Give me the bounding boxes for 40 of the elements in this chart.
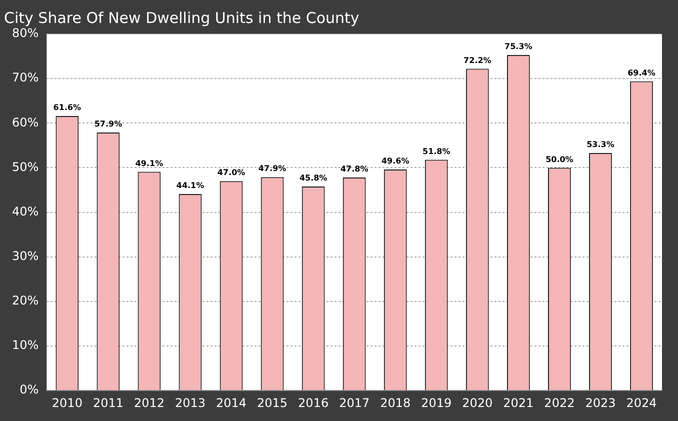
data-label: 49.1% [135, 158, 164, 168]
y-tick-label: 70% [12, 70, 39, 85]
x-tick-label: 2010 [52, 396, 82, 410]
data-label: 69.4% [628, 68, 656, 78]
x-tick-label: 2011 [92, 396, 124, 410]
y-tick-label: 50% [12, 160, 39, 174]
y-tick-label: 60% [12, 115, 39, 130]
x-tick-label: 2021 [503, 396, 534, 410]
x-tick-label: 2020 [462, 396, 493, 410]
x-tick-label: 2016 [298, 396, 329, 410]
data-label: 72.2% [464, 56, 492, 65]
x-tick-label: 2012 [134, 396, 164, 410]
y-tick-label: 0% [20, 382, 39, 397]
x-tick-label: 2022 [544, 396, 575, 410]
y-tick-label: 30% [12, 249, 39, 263]
data-label: 47.9% [258, 164, 286, 174]
data-label: 50.0% [546, 154, 574, 164]
data-label: 57.9% [94, 120, 122, 129]
x-tick-label: 2013 [174, 396, 206, 410]
data-label: 44.1% [176, 181, 204, 190]
x-tick-label: 2018 [380, 396, 411, 410]
x-tick-label: 2014 [216, 396, 247, 410]
y-tick-label: 10% [12, 338, 39, 352]
data-label: 49.6% [381, 156, 410, 166]
x-tick-label: 2015 [257, 396, 288, 410]
data-label: 45.8% [299, 174, 328, 183]
data-label: 47.0% [217, 168, 246, 178]
x-tick-label: 2023 [585, 396, 616, 410]
x-tick-label: 2019 [421, 396, 452, 410]
data-label: 53.3% [586, 140, 614, 150]
chart-title: City Share Of New Dwelling Units in the County [4, 8, 360, 27]
x-tick-label: 2017 [339, 396, 370, 410]
data-label: 61.6% [53, 103, 82, 112]
data-label: 75.3% [504, 42, 532, 52]
data-label: 51.8% [422, 146, 450, 156]
data-label: 47.8% [340, 164, 368, 174]
y-tick-label: 80% [12, 26, 39, 40]
y-tick-label: 40% [12, 204, 39, 218]
x-tick-label: 2024 [626, 396, 657, 410]
y-tick-label: 20% [12, 294, 39, 308]
